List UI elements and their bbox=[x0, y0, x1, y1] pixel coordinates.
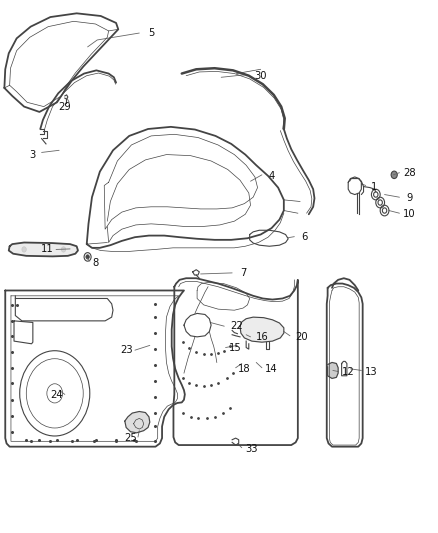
Text: 3: 3 bbox=[30, 150, 36, 159]
Text: 11: 11 bbox=[41, 245, 54, 254]
Text: 5: 5 bbox=[148, 28, 154, 38]
Text: 28: 28 bbox=[403, 168, 416, 178]
Text: 29: 29 bbox=[58, 102, 71, 111]
Text: 22: 22 bbox=[230, 321, 243, 331]
Text: 20: 20 bbox=[295, 332, 307, 342]
Circle shape bbox=[86, 255, 89, 259]
Circle shape bbox=[22, 247, 26, 252]
Text: 1: 1 bbox=[371, 182, 378, 191]
Text: 7: 7 bbox=[240, 268, 246, 278]
Circle shape bbox=[391, 171, 397, 179]
Text: 6: 6 bbox=[301, 232, 307, 241]
Text: 15: 15 bbox=[229, 343, 242, 352]
Text: 10: 10 bbox=[403, 209, 416, 219]
Text: 16: 16 bbox=[255, 332, 268, 342]
Text: 24: 24 bbox=[51, 391, 63, 400]
Text: 4: 4 bbox=[268, 171, 275, 181]
Text: 14: 14 bbox=[265, 364, 278, 374]
Polygon shape bbox=[125, 411, 150, 433]
Polygon shape bbox=[9, 243, 78, 256]
Text: 18: 18 bbox=[238, 364, 251, 374]
Text: 8: 8 bbox=[92, 258, 99, 268]
Text: 23: 23 bbox=[121, 345, 133, 355]
Text: 9: 9 bbox=[406, 193, 413, 203]
Text: 25: 25 bbox=[124, 433, 137, 443]
Polygon shape bbox=[240, 317, 284, 342]
Text: 13: 13 bbox=[365, 367, 378, 376]
Text: 12: 12 bbox=[342, 367, 355, 376]
Text: 33: 33 bbox=[246, 444, 258, 454]
Circle shape bbox=[61, 247, 66, 252]
Polygon shape bbox=[328, 362, 338, 378]
Text: 30: 30 bbox=[254, 71, 267, 81]
